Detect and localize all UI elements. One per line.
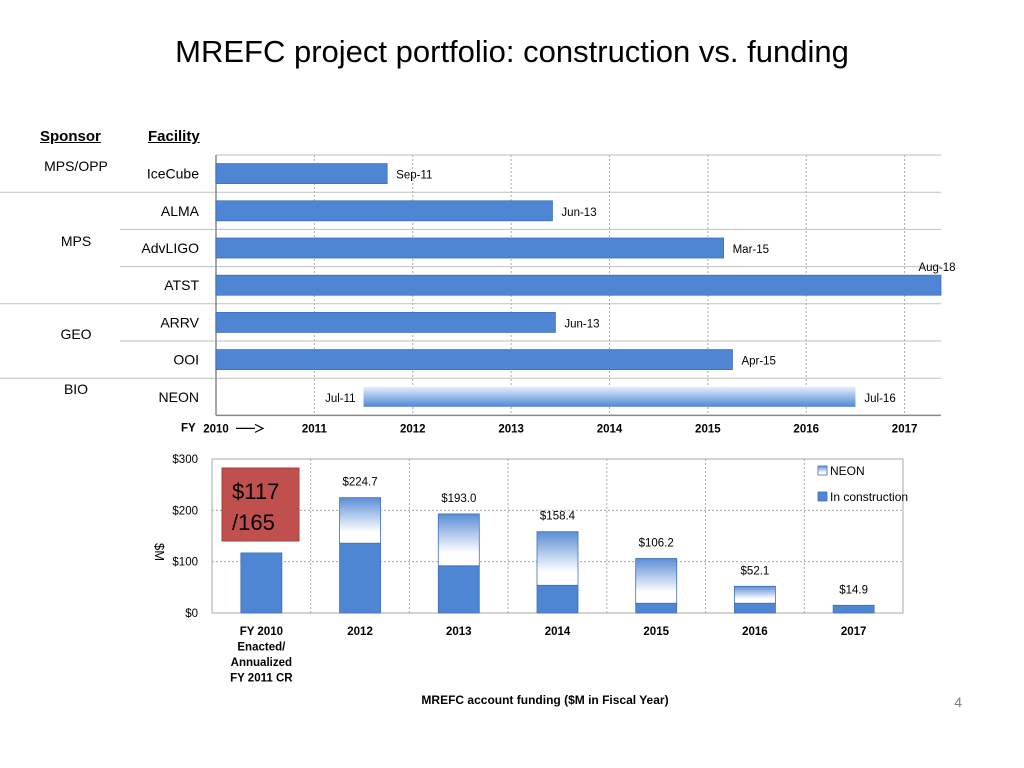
project-bar [215, 349, 733, 371]
y-tick-label: $0 [185, 608, 198, 620]
facility-label: NEON [159, 389, 199, 405]
x-tick-label: 2016 [742, 626, 768, 638]
bar-neon [437, 513, 480, 567]
x-tick-label: FY 2011 CR [230, 673, 293, 685]
y-tick-label: $200 [172, 505, 198, 517]
x-tick-label: 2017 [892, 423, 918, 435]
y-tick-label: $300 [172, 454, 198, 466]
x-tick-label: 2012 [347, 626, 373, 638]
bar-total-label: $52.1 [741, 565, 770, 577]
x-tick-label: FY 2010 [240, 626, 283, 638]
x-tick-label: 2016 [793, 423, 819, 435]
project-bar [215, 274, 942, 296]
x-tick-label: 2015 [643, 626, 669, 638]
x-tick-label: Enacted/ [237, 642, 286, 654]
x-tick-label: 2013 [498, 423, 524, 435]
bar-total-label: $193.0 [441, 493, 476, 505]
project-bar [363, 386, 856, 407]
y-axis-label: $M [152, 543, 167, 561]
funding-bar-chart: $0 $100 $200 $300 FY 2010 Enacted/Annualized F… [152, 454, 908, 707]
construction-timeline-chart: MPS/OPP MPS GEO BIO IceCube Sep-11 ALMA Jun-13 A… [0, 154, 956, 435]
x-tick-label: 2012 [400, 423, 426, 435]
bar-total-label: $158.4 [540, 511, 576, 523]
x-tick-label: Annualized [231, 657, 292, 669]
facility-label: OOI [173, 352, 199, 368]
facility-label: ARRV [160, 314, 199, 330]
facility-column-header: Facility [148, 128, 200, 145]
bar-end-label: Jun-13 [561, 207, 596, 219]
sponsor-label: GEO [60, 326, 91, 342]
legend-swatch-neon [817, 465, 828, 476]
bar-end-label: Aug-18 [918, 262, 955, 274]
callout-text: $117 [232, 479, 279, 504]
project-bar [215, 200, 553, 222]
bar-total-label: $224.7 [342, 477, 377, 489]
bar-start-label: Jul-11 [325, 393, 355, 405]
bar-neon [635, 558, 678, 604]
bar-in-construction [437, 565, 480, 614]
x-tick-label: 2010 [203, 423, 229, 435]
x-axis-prefix: FY [181, 422, 196, 434]
bar-in-construction [240, 552, 283, 614]
legend-label: In construction [830, 490, 908, 504]
callout-text: /165 [232, 510, 275, 535]
bar-neon [536, 531, 579, 586]
x-tick-label: 2014 [597, 423, 623, 435]
facility-label: ALMA [161, 203, 200, 219]
arrow-head [254, 423, 265, 433]
sponsor-label: MPS [61, 233, 91, 249]
sponsor-column-header: Sponsor [40, 128, 101, 145]
highlight-callout-box [221, 467, 300, 542]
bar-in-construction [734, 602, 776, 614]
bar-in-construction [832, 604, 875, 614]
facility-label: IceCube [147, 166, 199, 182]
bar-end-label: Jul-16 [864, 393, 895, 405]
x-tick-label: 2014 [545, 626, 571, 638]
bar-in-construction [339, 542, 381, 614]
project-bar [215, 311, 556, 333]
bar-end-label: Jun-13 [564, 318, 599, 330]
bar-in-construction [635, 602, 678, 614]
x-axis-title: MREFC account funding ($M in Fiscal Year… [421, 693, 668, 707]
facility-label: AdvLIGO [141, 240, 199, 256]
bar-total-label: $14.9 [839, 584, 868, 596]
slide-title: MREFC project portfolio: construction vs… [175, 34, 849, 69]
facility-label: ATST [164, 277, 199, 293]
page-number: 4 [954, 694, 962, 710]
legend-label: NEON [830, 464, 865, 478]
project-bar [215, 237, 724, 259]
bar-total-label: $106.2 [639, 537, 674, 549]
bar-neon [734, 585, 776, 604]
bar-end-label: Sep-11 [396, 170, 432, 182]
bar-end-label: Apr-15 [741, 356, 776, 368]
sponsor-label: BIO [64, 381, 88, 397]
x-tick-label: 2015 [695, 423, 721, 435]
bar-end-label: Mar-15 [733, 244, 769, 256]
bar-in-construction [536, 584, 579, 614]
legend-swatch-in-construction [817, 491, 828, 502]
bar-neon [339, 497, 381, 544]
x-tick-label: 2013 [446, 626, 472, 638]
y-tick-label: $100 [172, 557, 198, 569]
x-tick-label: 2011 [302, 423, 328, 435]
x-tick-label: 2017 [841, 626, 867, 638]
sponsor-label: MPS/OPP [44, 158, 108, 174]
project-bar [215, 163, 388, 185]
